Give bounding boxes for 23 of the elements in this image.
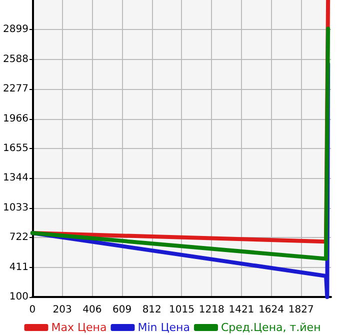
x-tick-label: 0: [29, 304, 36, 316]
x-tick-label: 1218: [198, 304, 224, 316]
x-tick-label: 1827: [288, 304, 314, 316]
legend-label: Max Цена: [51, 321, 107, 334]
x-tick-label: 1421: [228, 304, 254, 316]
x-tick-label: 812: [142, 304, 162, 316]
y-tick-label: 2588: [2, 54, 28, 65]
y-tick-label: 411: [9, 262, 28, 273]
y-tick-label: 2277: [2, 84, 28, 95]
x-tick-label: 609: [112, 304, 132, 316]
legend-label: Сред.Цена, т.йен: [220, 321, 321, 334]
y-tick-label: 2899: [2, 24, 28, 36]
y-tick-label: 1344: [2, 172, 28, 184]
x-tick-label: 406: [82, 304, 102, 316]
y-tick-label: 1033: [2, 202, 28, 214]
y-tick-label: 100: [9, 292, 28, 302]
y-tick-label: 1655: [2, 143, 28, 154]
y-tick-label: 1966: [2, 113, 28, 124]
y-tick-label: 722: [9, 232, 28, 244]
x-tick-label: 1624: [258, 304, 284, 316]
x-tick-label: 203: [52, 304, 72, 316]
legend-label: Min Цена: [138, 321, 190, 334]
x-tick-label: 1015: [169, 304, 194, 316]
